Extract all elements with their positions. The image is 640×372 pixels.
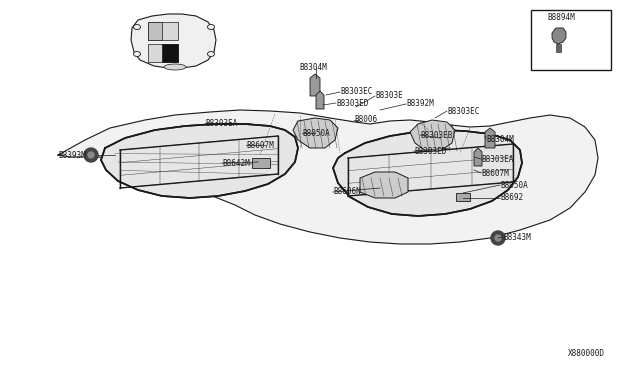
Text: B8303ED: B8303ED [414,147,446,155]
Circle shape [88,152,94,158]
Text: B8606N: B8606N [333,187,361,196]
Text: B8303EA: B8303EA [481,154,513,164]
Text: B8392M: B8392M [406,99,434,109]
Bar [556,44,561,52]
Bar [148,22,178,40]
Ellipse shape [207,25,214,29]
Text: B8607M: B8607M [481,169,509,177]
Text: X880000D: X880000D [568,350,605,359]
Text: B8050A: B8050A [302,128,330,138]
Polygon shape [333,130,522,216]
Text: B8692: B8692 [500,193,523,202]
Text: B8393M: B8393M [58,151,86,160]
Bar [252,158,270,168]
Bar [456,193,470,201]
Circle shape [84,148,98,162]
Text: B8304M: B8304M [299,64,327,73]
Text: B8343M: B8343M [503,232,531,241]
Ellipse shape [164,64,186,70]
Bar [148,22,162,40]
Text: B8006: B8006 [354,115,377,125]
Bar [162,44,178,62]
Text: B8607M: B8607M [246,141,274,150]
Polygon shape [293,118,338,148]
Text: B8894M: B8894M [547,13,575,22]
Polygon shape [360,172,408,198]
Polygon shape [485,128,495,148]
Text: B8050A: B8050A [500,180,528,189]
Ellipse shape [207,51,214,57]
Polygon shape [474,148,482,166]
Circle shape [491,231,505,245]
Polygon shape [410,120,455,151]
Bar [531,10,611,70]
Text: B8303ED: B8303ED [336,99,369,108]
Polygon shape [310,74,320,96]
Text: B8642M: B8642M [222,158,250,167]
Circle shape [495,235,501,241]
Polygon shape [131,14,216,68]
Text: B8303EC: B8303EC [340,87,372,96]
Polygon shape [58,110,598,244]
Bar [148,44,178,62]
Text: B8303EA: B8303EA [205,119,237,128]
Ellipse shape [134,25,141,29]
Polygon shape [101,124,298,198]
Polygon shape [552,28,566,44]
Text: B8303EC: B8303EC [447,106,479,115]
Text: B8304M: B8304M [486,135,514,144]
Polygon shape [316,91,324,109]
Text: B8303EB: B8303EB [420,131,452,140]
Text: B8303E: B8303E [375,92,403,100]
Ellipse shape [134,51,141,57]
